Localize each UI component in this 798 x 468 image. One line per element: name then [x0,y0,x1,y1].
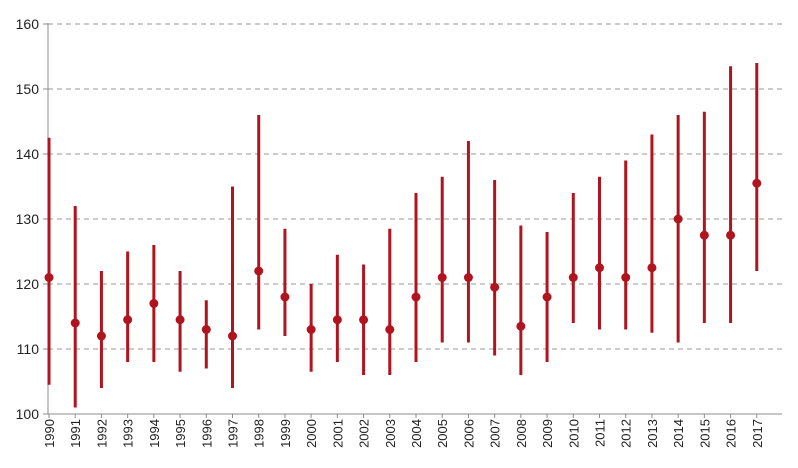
range-lines [47,63,759,408]
y-tick-label: 150 [16,81,40,97]
y-tick-label: 110 [17,341,40,357]
x-axis-ticks: 1990 1991 1992 1993 1994 1995 1996 1997 1998 1999… [42,414,765,448]
x-tick-label: 1990 [42,419,57,448]
data-point [437,273,447,282]
y-tick-label: 160 [16,16,40,32]
x-tick-label: 2013 [645,419,660,448]
data-point [385,325,395,334]
data-points [44,178,762,341]
x-tick-label: 1993 [121,419,136,448]
x-tick-label: 2003 [383,419,398,448]
x-tick-label: 1996 [199,419,214,448]
data-point [149,299,159,308]
data-point [280,292,290,302]
data-point [70,318,80,328]
data-point [359,315,369,325]
data-point [463,273,473,282]
y-axis-ticks: 100 110 120 130 140 150 160 [16,16,48,422]
x-tick-label: 1995 [173,419,188,448]
data-point [411,292,421,302]
data-point [752,178,762,188]
x-tick-label: 2010 [566,419,581,448]
data-point [673,214,683,224]
x-tick-label: 2004 [409,419,424,448]
x-tick-label: 2001 [330,419,345,448]
x-tick-label: 1999 [278,419,293,448]
x-tick-label: 2017 [750,419,765,448]
y-tick-label: 120 [16,276,40,292]
x-tick-label: 2000 [304,419,319,448]
x-tick-label: 2015 [697,419,712,448]
data-point [306,325,316,334]
data-point [647,263,657,273]
data-point [621,273,631,282]
data-point [44,273,54,282]
x-tick-label: 2006 [461,419,476,448]
data-point [175,315,185,325]
x-tick-label: 2011 [593,419,608,447]
data-point [542,292,552,302]
x-tick-label: 1991 [68,419,83,448]
y-tick-label: 100 [16,406,40,422]
x-tick-label: 2014 [671,419,686,448]
data-point [726,230,736,240]
x-tick-label: 1997 [226,419,241,448]
data-point [123,315,133,325]
x-tick-label: 2002 [357,419,372,448]
x-tick-label: 2016 [724,419,739,448]
data-point [332,315,342,325]
x-tick-label: 2008 [514,419,529,448]
data-point [516,321,526,331]
x-tick-label: 2009 [540,419,555,448]
x-tick-label: 1994 [147,419,162,448]
data-point [201,325,211,334]
y-tick-label: 130 [16,211,40,227]
data-point [490,282,500,292]
data-point [595,263,604,273]
data-point [228,331,237,341]
x-tick-label: 1992 [94,419,109,448]
data-point [568,273,578,282]
y-tick-label: 140 [16,146,40,162]
data-point [96,331,106,341]
x-tick-label: 2012 [619,419,634,448]
x-tick-label: 2007 [488,419,503,448]
data-point [254,266,264,276]
x-tick-label: 2005 [435,419,450,448]
x-tick-label: 1998 [252,419,267,448]
data-point [699,230,709,240]
